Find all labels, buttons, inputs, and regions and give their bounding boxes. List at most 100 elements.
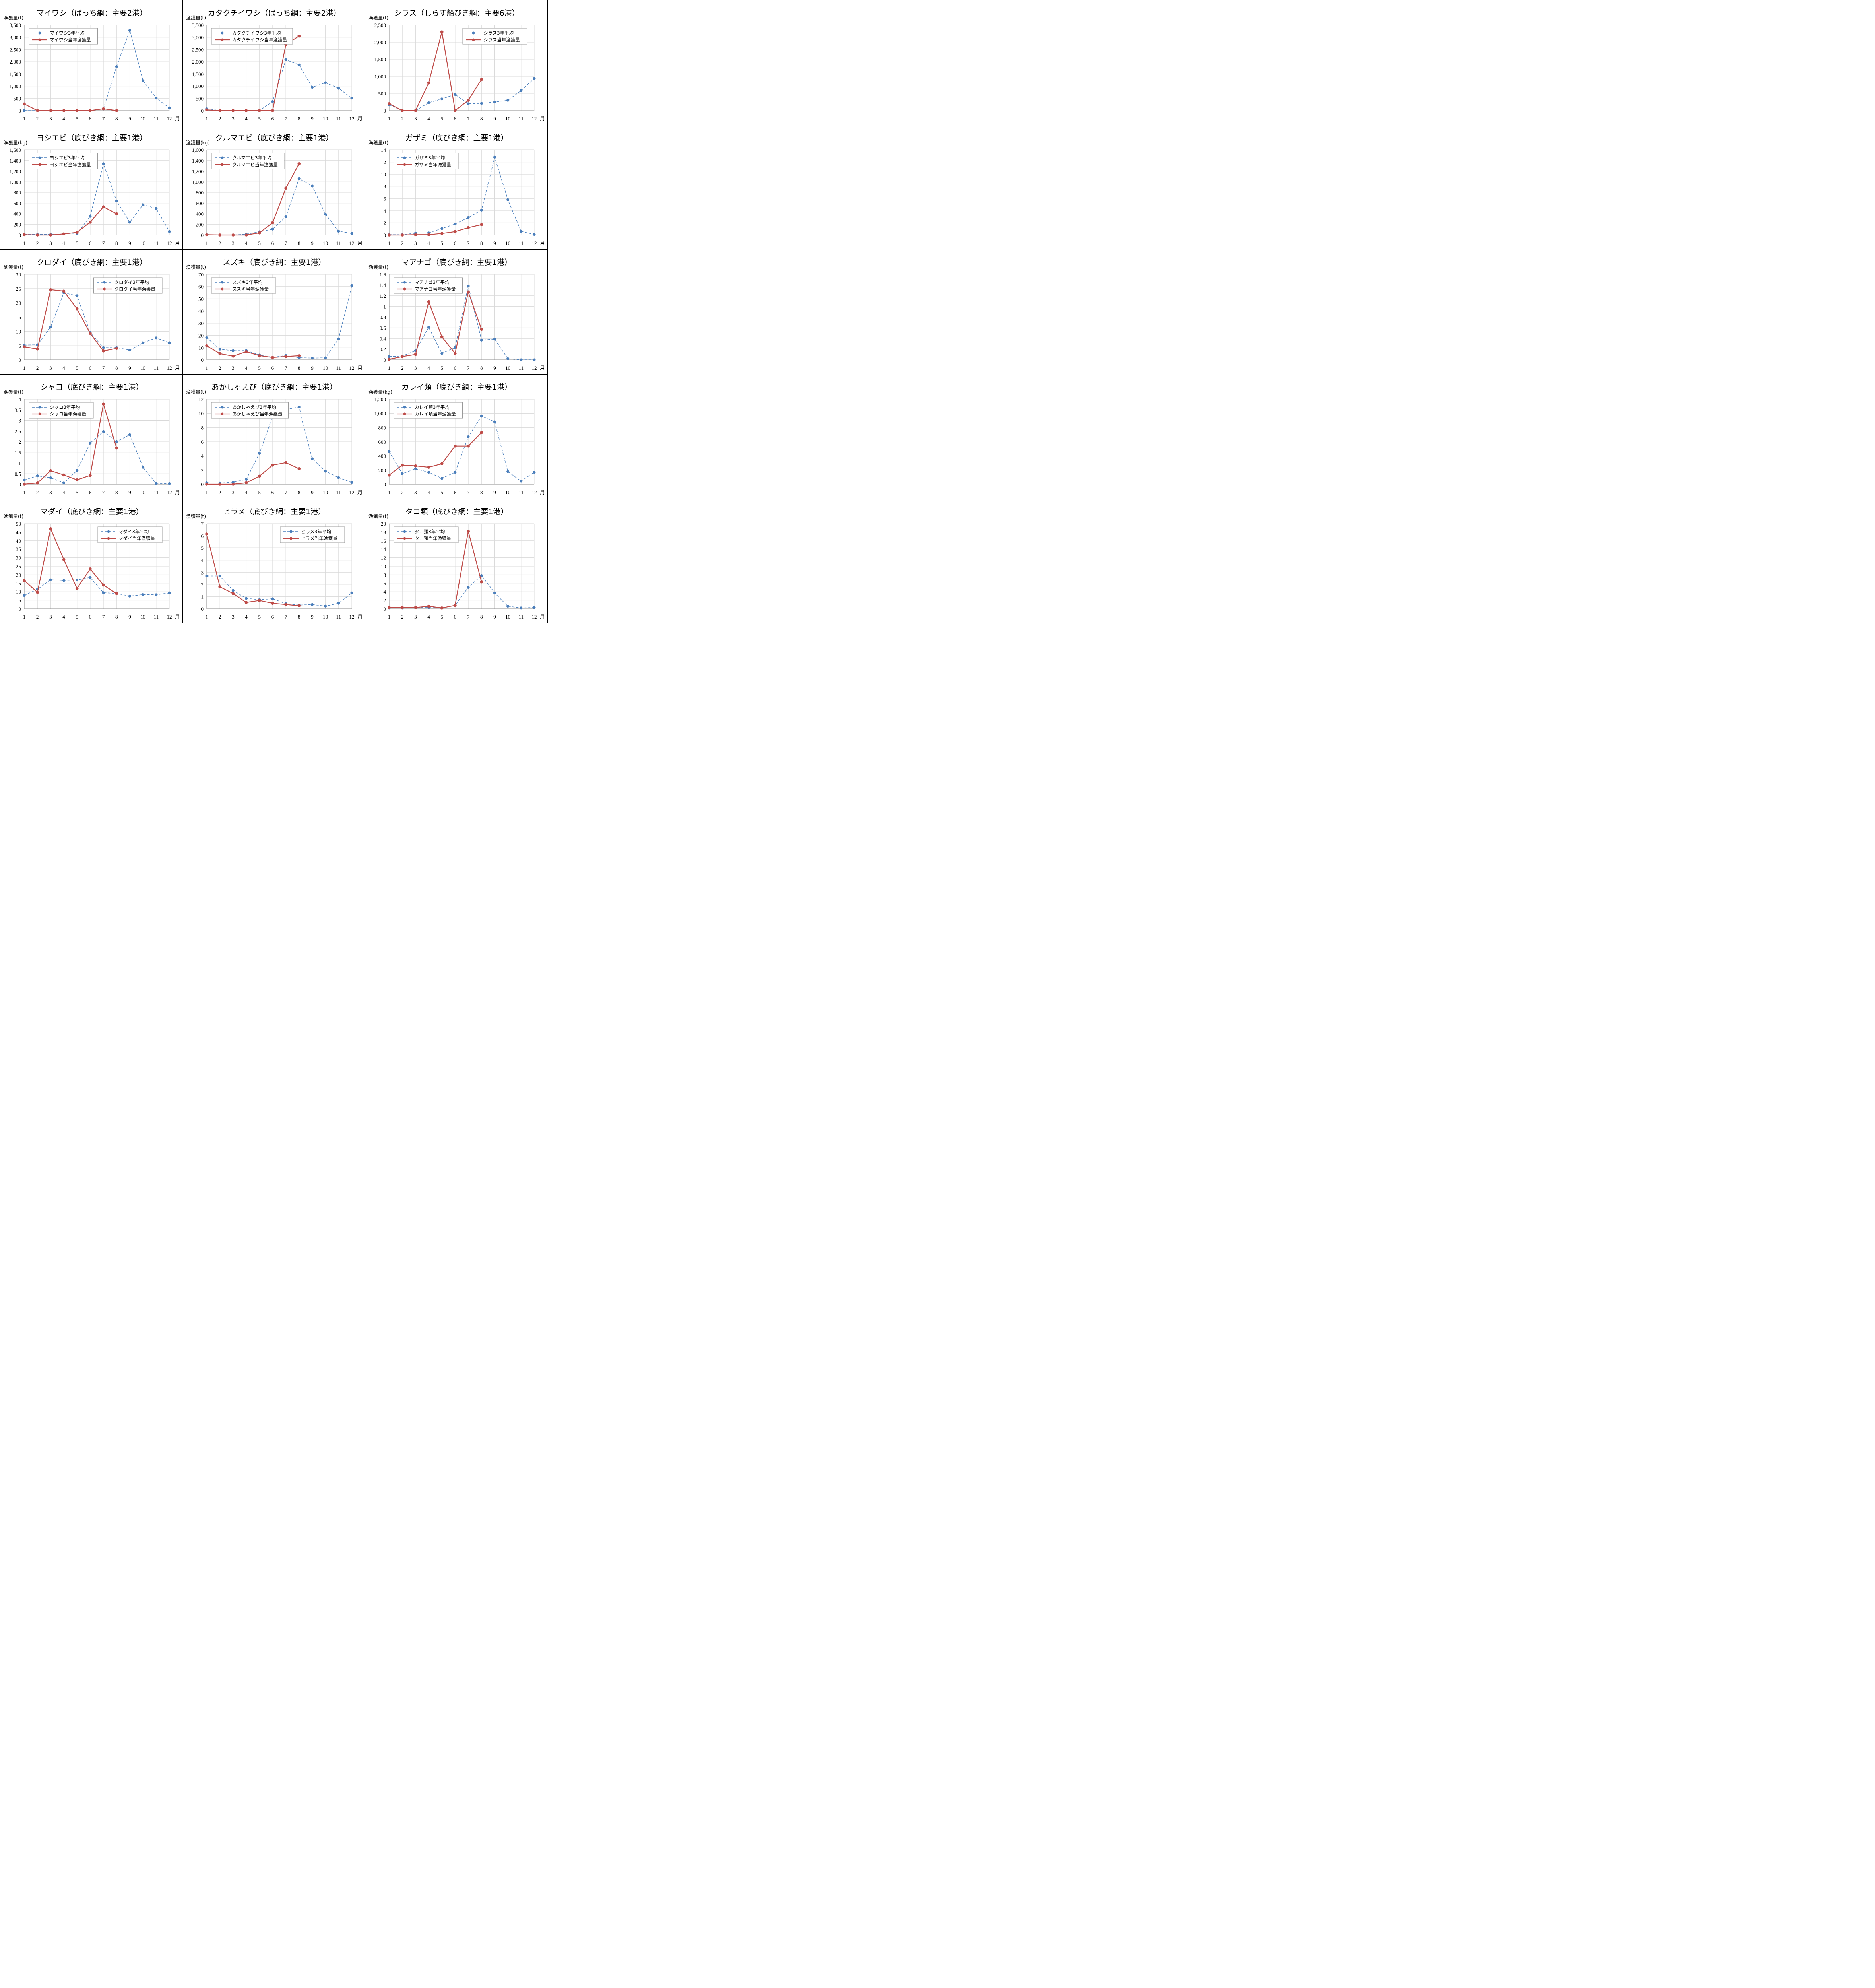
legend-label: あかしゃえび3年平均 xyxy=(232,404,276,410)
x-tick-label: 2 xyxy=(36,489,39,495)
data-point-3yr-average xyxy=(480,208,483,212)
x-tick-label: 3 xyxy=(414,365,417,371)
x-tick-label: 3 xyxy=(414,240,417,246)
x-tick-label: 11 xyxy=(154,489,159,495)
x-tick-label: 8 xyxy=(298,614,301,620)
y-tick-label: 70 xyxy=(198,272,204,278)
data-point-3yr-average xyxy=(271,100,274,103)
chart-panel: カタクチイワシ（ばっち網：主要2港） 漁獲量(t) 0 500 1,000 1,500 2,… xyxy=(182,0,365,125)
data-point-3yr-average xyxy=(155,336,158,340)
y-tick-label: 1.2 xyxy=(380,293,386,299)
data-point-current-year xyxy=(401,355,404,358)
y-tick-label: 7 xyxy=(201,521,204,527)
series-line-current-year xyxy=(389,531,482,609)
data-point-current-year xyxy=(467,99,470,102)
data-point-current-year xyxy=(427,604,430,608)
x-tick-label: 5 xyxy=(440,614,443,620)
data-point-3yr-average xyxy=(401,472,404,475)
x-tick-label: 4 xyxy=(62,365,65,371)
y-tick-label: 10 xyxy=(198,411,204,417)
y-tick-label: 0 xyxy=(201,232,204,238)
data-point-current-year xyxy=(205,344,208,348)
legend-box xyxy=(211,28,293,45)
x-tick-label: 3 xyxy=(414,614,417,620)
x-tick-label: 10 xyxy=(505,116,510,122)
x-tick-label: 6 xyxy=(271,365,274,371)
data-point-current-year xyxy=(49,233,52,237)
x-tick-label: 8 xyxy=(480,116,483,122)
y-tick-label: 1,400 xyxy=(10,158,21,164)
y-axis-label: 漁獲量(t) xyxy=(368,15,388,21)
x-tick-label: 7 xyxy=(102,614,105,620)
chart-panel: シャコ（底びき網：主要1港） 漁獲量(t) 0 0.5 1 1.5 2 2.5 3 3.5 4 1 2 3… xyxy=(0,374,183,499)
y-tick-label: 15 xyxy=(16,315,21,320)
data-point-3yr-average xyxy=(218,574,221,578)
x-tick-label: 9 xyxy=(493,614,496,620)
data-point-current-year xyxy=(218,352,222,355)
chart-svg: マイワシ（ばっち網：主要2港） 漁獲量(t) 0 500 1,000 1,500 2,000… xyxy=(4,9,180,122)
data-point-current-year xyxy=(271,602,274,605)
data-point-current-year xyxy=(454,444,457,448)
y-tick-label: 4 xyxy=(384,208,386,214)
series-line-3yr-average xyxy=(389,156,535,235)
legend-swatch-marker xyxy=(403,412,406,415)
x-tick-label: 6 xyxy=(454,116,457,122)
x-tick-label: 11 xyxy=(336,489,341,495)
x-tick-label: 8 xyxy=(298,489,301,495)
y-tick-label: 2,000 xyxy=(374,39,386,45)
series-line-current-year xyxy=(24,103,117,111)
data-point-3yr-average xyxy=(231,589,235,592)
y-tick-label: 6 xyxy=(201,439,204,445)
y-tick-label: 1,200 xyxy=(374,396,386,402)
legend-swatch-marker xyxy=(289,530,293,533)
data-point-current-year xyxy=(480,223,483,226)
x-tick-label: 9 xyxy=(311,489,314,495)
x-axis-unit: 月 xyxy=(540,490,545,496)
chart-panel: クロダイ（底びき網：主要1港） 漁獲量(t) 0 5 10 15 20 25 30 1 2 3 4 5 6 7… xyxy=(0,249,183,375)
x-tick-label: 4 xyxy=(427,614,430,620)
data-point-3yr-average xyxy=(533,77,536,80)
data-point-current-year xyxy=(231,354,235,358)
y-tick-label: 1,000 xyxy=(374,74,386,80)
x-axis-unit: 月 xyxy=(540,241,545,247)
data-point-current-year xyxy=(23,579,26,582)
x-axis-unit: 月 xyxy=(175,116,180,122)
legend-box xyxy=(394,277,463,294)
x-tick-label: 11 xyxy=(519,240,524,246)
chart-title: あかしゃえび（底びき網：主要1港） xyxy=(211,383,337,392)
y-tick-label: 5 xyxy=(201,545,204,551)
x-tick-label: 6 xyxy=(89,116,92,122)
y-tick-label: 30 xyxy=(16,555,21,561)
data-point-current-year xyxy=(205,233,208,237)
data-point-3yr-average xyxy=(89,441,92,445)
data-point-current-year xyxy=(414,109,417,112)
legend-swatch-marker xyxy=(403,406,406,409)
legend-swatch-marker xyxy=(221,287,224,291)
x-tick-label: 7 xyxy=(467,365,470,371)
x-tick-label: 3 xyxy=(232,489,235,495)
data-point-current-year xyxy=(297,604,301,608)
y-tick-label: 1,200 xyxy=(10,169,21,175)
y-tick-label: 35 xyxy=(16,546,21,552)
x-tick-label: 8 xyxy=(298,116,301,122)
y-tick-label: 0.8 xyxy=(380,315,386,320)
data-point-current-year xyxy=(62,109,66,112)
series-line-current-year xyxy=(206,35,299,111)
chart-title: ヨシエビ（底びき網：主要1港） xyxy=(37,134,147,142)
x-tick-label: 7 xyxy=(285,240,287,246)
x-tick-label: 10 xyxy=(505,365,510,371)
y-axis-label: 漁獲量(t) xyxy=(186,389,206,395)
y-tick-label: 25 xyxy=(16,563,21,569)
y-axis-label: 漁獲量(t) xyxy=(4,15,23,21)
y-tick-label: 200 xyxy=(196,221,204,227)
data-point-current-year xyxy=(454,230,457,233)
data-point-current-year xyxy=(89,109,92,112)
data-point-3yr-average xyxy=(427,471,430,474)
data-point-current-year xyxy=(23,102,26,106)
data-point-current-year xyxy=(115,347,118,350)
data-point-current-year xyxy=(440,30,444,34)
data-point-3yr-average xyxy=(310,457,314,460)
x-tick-label: 4 xyxy=(427,365,430,371)
x-tick-label: 12 xyxy=(349,365,355,371)
data-point-3yr-average xyxy=(89,576,92,579)
